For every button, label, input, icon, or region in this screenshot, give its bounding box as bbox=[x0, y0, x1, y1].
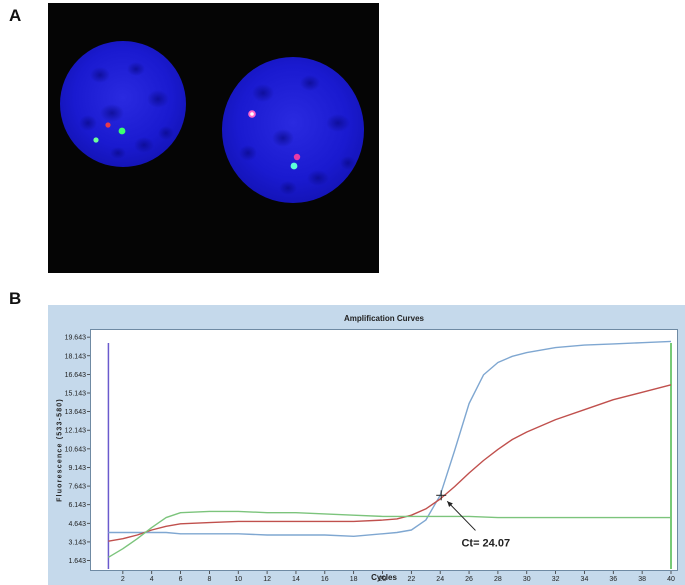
ct-annotation: Ct= 24.07 bbox=[461, 537, 510, 549]
ct-arrow-shaft bbox=[446, 500, 476, 531]
series-line-3 bbox=[108, 510, 671, 558]
nucleus-left bbox=[60, 41, 186, 167]
nucleus-right bbox=[222, 57, 364, 203]
plot-area: Ct= 24.07 bbox=[90, 329, 678, 571]
panel-b-label: B bbox=[9, 289, 22, 308]
ct-arrow-head bbox=[447, 501, 453, 507]
y-axis-label: Fluorescence (533-580) bbox=[56, 398, 64, 502]
chart-title: Amplification Curves bbox=[343, 314, 424, 323]
microscopy-image bbox=[48, 3, 379, 273]
series-line-1 bbox=[108, 340, 672, 537]
plot-border bbox=[90, 329, 678, 571]
panel-a-label: A bbox=[9, 6, 22, 25]
x-axis-label: Cycles bbox=[371, 573, 397, 582]
